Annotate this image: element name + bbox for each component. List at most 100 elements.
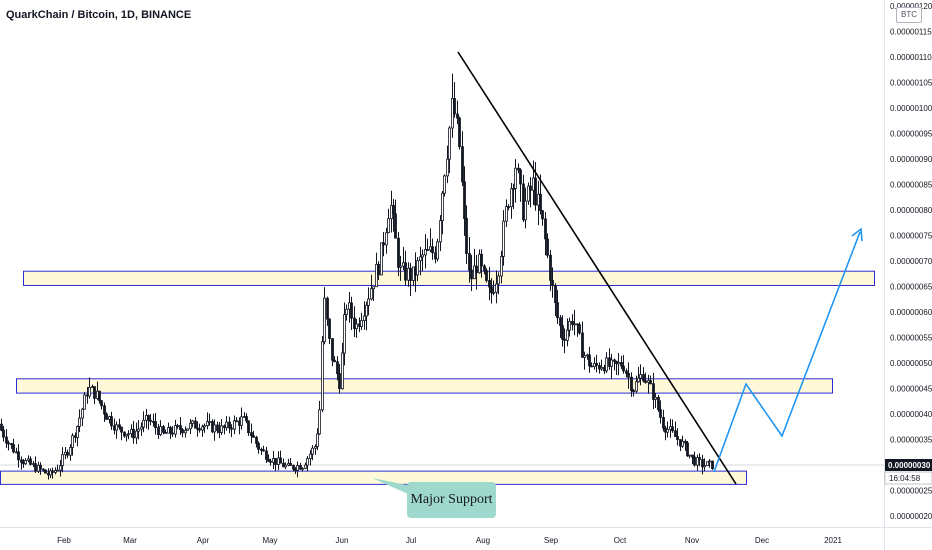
candle-body xyxy=(59,465,62,471)
candle-body xyxy=(66,451,69,456)
candle-body xyxy=(194,420,197,429)
candle-body xyxy=(654,396,657,400)
candle-body xyxy=(149,419,152,422)
candle-body xyxy=(360,320,363,327)
candle-body xyxy=(206,421,209,427)
candle-body xyxy=(76,426,79,438)
candle-body xyxy=(416,260,419,276)
candle-body xyxy=(627,372,630,378)
candle-body xyxy=(394,213,397,239)
candle-body xyxy=(12,444,15,453)
candle-body xyxy=(571,320,574,325)
candle-body xyxy=(681,440,684,447)
y-tick-label: 0.00000055 xyxy=(890,334,932,343)
candle-body xyxy=(189,423,192,430)
candle-body xyxy=(463,181,466,219)
candle-body xyxy=(284,464,287,468)
candle-body xyxy=(488,280,491,288)
candle-body xyxy=(350,302,353,319)
candle-body xyxy=(7,442,10,445)
y-tick-label: 0.00000020 xyxy=(890,512,932,521)
candle-body xyxy=(44,469,47,474)
candle-body xyxy=(69,447,72,456)
candle-body xyxy=(453,98,456,115)
candle-body xyxy=(24,460,27,465)
support-zone xyxy=(23,270,875,286)
candle-body xyxy=(635,381,638,392)
candle-body xyxy=(367,298,370,306)
candle-body xyxy=(191,420,194,424)
candle-body xyxy=(93,386,96,399)
candle-body xyxy=(203,425,206,428)
candle-body xyxy=(331,338,334,361)
candle-body xyxy=(630,376,633,391)
candle-body xyxy=(527,185,530,202)
countdown-badge xyxy=(884,471,932,485)
candle-body xyxy=(578,324,581,334)
candle-body xyxy=(110,416,113,427)
candle-body xyxy=(181,429,184,434)
candle-body xyxy=(556,302,559,319)
y-tick-label: 0.00000070 xyxy=(890,257,932,266)
y-tick-label: 0.00000035 xyxy=(890,436,932,445)
candle-body xyxy=(458,117,461,148)
candle-body xyxy=(613,359,616,362)
y-tick-label: 0.00000100 xyxy=(890,104,932,113)
candle-body xyxy=(446,158,449,177)
projection-arrowhead xyxy=(851,227,863,242)
candle-body xyxy=(686,442,689,457)
candle-body xyxy=(461,146,464,183)
candle-body xyxy=(235,420,238,423)
candle-body xyxy=(492,291,495,294)
candle-body xyxy=(448,127,451,160)
candle-body xyxy=(5,436,8,444)
candle-body xyxy=(316,433,319,447)
candle-body xyxy=(311,447,314,455)
candle-body xyxy=(510,188,513,208)
candle-body xyxy=(61,454,64,467)
candle-body xyxy=(279,457,282,464)
candle-body xyxy=(507,206,510,209)
candle-body xyxy=(380,242,383,276)
candle-body xyxy=(262,449,265,452)
x-tick-label: May xyxy=(262,536,277,545)
x-tick-label: Apr xyxy=(197,536,210,545)
candle-body xyxy=(338,373,341,390)
candle-body xyxy=(289,463,292,466)
candle-body xyxy=(164,431,167,434)
candle-body xyxy=(88,386,91,397)
candle-body xyxy=(659,409,662,418)
candle-body xyxy=(34,463,37,472)
candle-body xyxy=(431,246,434,254)
candle-body xyxy=(397,237,400,268)
candle-body xyxy=(265,450,268,460)
candle-body xyxy=(314,446,317,449)
candle-body xyxy=(404,262,407,281)
y-tick-label: 0.00000085 xyxy=(890,181,932,190)
x-tick-label: Dec xyxy=(755,536,769,545)
candle-body xyxy=(255,436,258,444)
candle-body xyxy=(639,374,642,379)
candle-body xyxy=(375,263,378,288)
candle-body xyxy=(257,442,260,450)
x-tick-label: Jun xyxy=(336,536,349,545)
candle-body xyxy=(83,394,86,410)
candle-body xyxy=(566,329,569,341)
currency-badge[interactable]: BTC xyxy=(896,7,922,23)
candle-body xyxy=(588,354,591,367)
candle-body xyxy=(666,428,669,433)
candle-body xyxy=(105,413,108,420)
candle-body xyxy=(465,218,468,254)
candle-body xyxy=(441,192,444,222)
candle-body xyxy=(201,426,204,431)
candle-body xyxy=(559,317,562,326)
candle-body xyxy=(233,420,236,430)
x-tick-label: Aug xyxy=(476,536,490,545)
candle-body xyxy=(159,426,162,436)
candle-body xyxy=(436,241,439,260)
candle-body xyxy=(252,435,255,438)
candle-body xyxy=(657,396,660,410)
candle-body xyxy=(169,427,172,434)
candle-body xyxy=(228,421,231,429)
